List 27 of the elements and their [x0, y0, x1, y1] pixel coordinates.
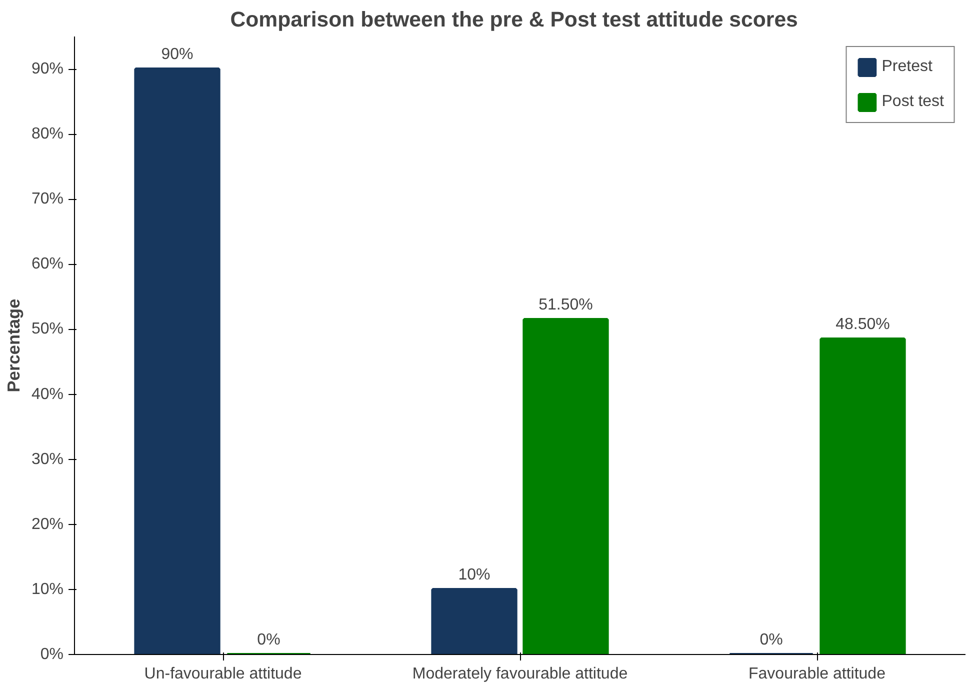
- bar: [522, 318, 609, 654]
- chart-title: Comparison between the pre & Post test attitude scores: [230, 8, 798, 32]
- y-tick-label: 90%: [31, 60, 64, 78]
- y-tick-label: 40%: [31, 386, 64, 403]
- y-tick-label: 20%: [31, 516, 64, 533]
- y-axis-title: Percentage: [3, 298, 24, 392]
- legend-label: Pretest: [882, 58, 932, 76]
- data-label: 51.50%: [538, 296, 593, 314]
- bar: [820, 337, 906, 654]
- x-tick-label: Un-favourable attitude: [144, 666, 302, 682]
- y-tick-label: 0%: [40, 646, 64, 663]
- data-label: 10%: [458, 566, 490, 584]
- legend-label: Post test: [882, 93, 944, 111]
- y-tick-label: 70%: [31, 190, 64, 208]
- y-tick-label: 10%: [31, 580, 64, 598]
- y-tick-label: 80%: [31, 126, 64, 143]
- x-tick-label: Moderately favourable attitude: [412, 666, 628, 682]
- data-label: 90%: [161, 46, 194, 64]
- y-tick-label: 30%: [31, 450, 64, 468]
- data-label: 0%: [257, 632, 280, 648]
- bar: [431, 588, 518, 654]
- y-tick-label: 60%: [31, 256, 64, 273]
- data-label: 0%: [760, 632, 783, 648]
- bar: [134, 68, 220, 654]
- y-tick-label: 50%: [31, 320, 64, 338]
- x-tick-label: Favourable attitude: [748, 666, 886, 682]
- data-label: 48.50%: [836, 316, 890, 333]
